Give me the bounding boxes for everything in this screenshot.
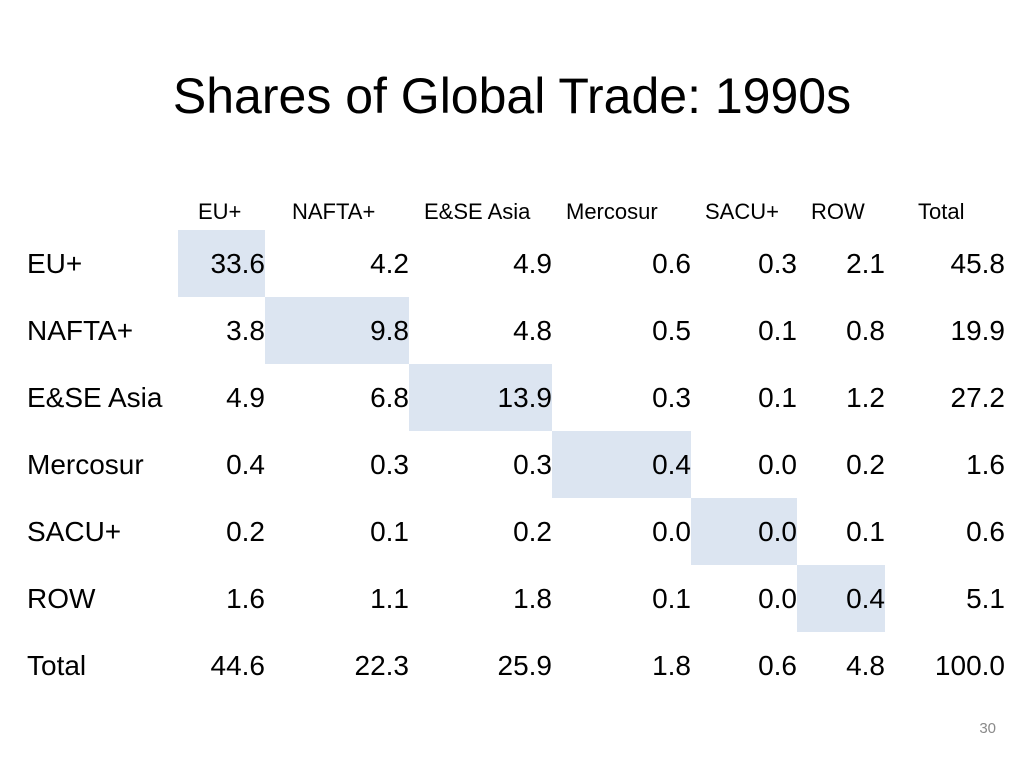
table-cell: 0.1 xyxy=(846,516,885,547)
table-cell: 1.8 xyxy=(652,650,691,681)
column-header: E&SE Asia xyxy=(424,199,531,224)
row-label: ROW xyxy=(27,583,96,614)
table-cell: 0.2 xyxy=(226,516,265,547)
table-cell: 100.0 xyxy=(934,650,1005,681)
table-cell-diagonal: 13.9 xyxy=(409,364,552,431)
table-cell-diagonal: 0.4 xyxy=(797,565,885,632)
table-cell: 0.1 xyxy=(758,382,797,413)
table-cell: 27.2 xyxy=(950,382,1006,413)
table-cell: 19.9 xyxy=(950,315,1006,346)
table-cell: 0.0 xyxy=(652,516,691,547)
table-cell: 4.2 xyxy=(370,248,409,279)
column-header: NAFTA+ xyxy=(292,199,376,224)
table-cell-diagonal: 33.6 xyxy=(178,230,265,297)
table-cell: 1.8 xyxy=(513,583,552,614)
row-label: E&SE Asia xyxy=(27,382,163,413)
table-cell: 0.4 xyxy=(226,449,265,480)
table-cell: 1.6 xyxy=(966,449,1005,480)
table-cell: 1.1 xyxy=(370,583,409,614)
table-cell: 4.8 xyxy=(846,650,885,681)
table-cell: 0.0 xyxy=(758,583,797,614)
table-cell: 0.6 xyxy=(758,650,797,681)
table-cell: 0.2 xyxy=(513,516,552,547)
table-cell: 0.3 xyxy=(513,449,552,480)
column-header: Total xyxy=(918,199,965,224)
table-cell: 0.1 xyxy=(652,583,691,614)
table-cell: 4.9 xyxy=(513,248,552,279)
table-cell-diagonal: 0.4 xyxy=(552,431,691,498)
table-cell-diagonal: 9.8 xyxy=(265,297,409,364)
table-cell: 4.9 xyxy=(226,382,265,413)
row-label: Mercosur xyxy=(27,449,144,480)
table-cell: 4.8 xyxy=(513,315,552,346)
table-cell: 45.8 xyxy=(950,248,1006,279)
table-cell: 0.1 xyxy=(758,315,797,346)
table-cell: 0.0 xyxy=(758,449,797,480)
page-number: 30 xyxy=(979,720,996,737)
row-label: Total xyxy=(27,650,87,681)
table-cell-diagonal: 0.0 xyxy=(691,498,797,565)
table-cell: 0.3 xyxy=(652,382,691,413)
table-cell: 1.2 xyxy=(846,382,885,413)
table-cell: 1.6 xyxy=(226,583,265,614)
column-header: ROW xyxy=(811,199,865,224)
table-cell: 0.6 xyxy=(652,248,691,279)
table-cell: 44.6 xyxy=(210,650,266,681)
row-label: EU+ xyxy=(27,248,83,279)
table-cell: 25.9 xyxy=(497,650,553,681)
row-label: NAFTA+ xyxy=(27,315,134,346)
table-cell: 0.8 xyxy=(846,315,885,346)
slide-title: Shares of Global Trade: 1990s xyxy=(172,68,852,124)
table-cell: 0.6 xyxy=(966,516,1005,547)
table-cell: 0.3 xyxy=(370,449,409,480)
row-label: SACU+ xyxy=(27,516,122,547)
column-header: Mercosur xyxy=(566,199,658,224)
table-cell: 6.8 xyxy=(370,382,409,413)
table-cell: 0.3 xyxy=(758,248,797,279)
table-cell: 0.1 xyxy=(370,516,409,547)
table-cell: 3.8 xyxy=(226,315,265,346)
column-header: SACU+ xyxy=(705,199,779,224)
table-cell: 22.3 xyxy=(354,650,410,681)
column-header: EU+ xyxy=(198,199,242,224)
table-cell: 0.2 xyxy=(846,449,885,480)
table-cell: 2.1 xyxy=(846,248,885,279)
table-cell: 5.1 xyxy=(966,583,1005,614)
table-cell: 0.5 xyxy=(652,315,691,346)
